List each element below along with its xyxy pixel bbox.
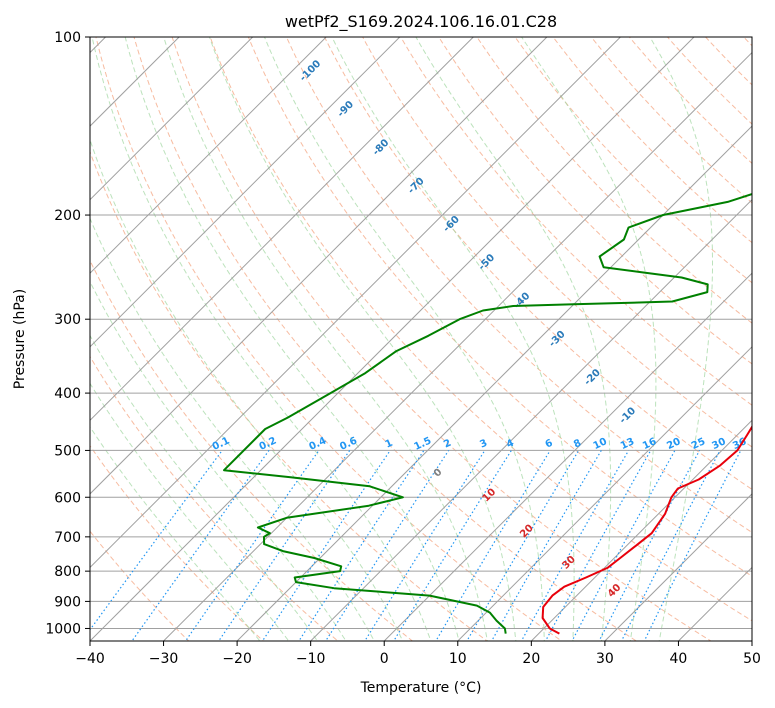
dewpoint-profile — [223, 193, 752, 634]
mixing-ratio-line — [520, 450, 630, 641]
dry-adiabat — [171, 37, 712, 641]
y-tick-label: 500 — [54, 443, 81, 459]
moist-adiabat — [90, 334, 319, 641]
mixing-ratio-line — [620, 450, 721, 641]
mixing-ratio-label: 16 — [641, 436, 658, 452]
isotherm — [90, 37, 695, 641]
x-tick-label: 40 — [670, 651, 688, 667]
mixing-ratio-label: 6 — [544, 438, 555, 451]
dry-adiabat — [438, 37, 752, 365]
isotherm — [90, 37, 327, 274]
y-tick-label: 800 — [54, 564, 81, 580]
dry-adiabat — [400, 37, 752, 406]
dry-adiabat — [362, 37, 752, 448]
mixing-ratio-label: 10 — [592, 436, 609, 452]
isobars — [90, 37, 752, 629]
x-tick-label: −30 — [149, 651, 179, 667]
dry-adiabat — [95, 37, 563, 641]
isotherms — [90, 37, 752, 641]
moist-adiabat — [649, 37, 713, 641]
isotherm — [90, 37, 548, 495]
chart-title: wetPf2_S169.2024.106.16.01.C28 — [285, 12, 557, 32]
x-tick-label: −20 — [222, 651, 252, 667]
isotherm — [530, 419, 752, 641]
x-tick-label: −10 — [296, 651, 326, 667]
mixing-ratio-label: 20 — [665, 436, 682, 452]
dry-adiabat — [209, 37, 752, 622]
mixing-ratio-label: 13 — [619, 436, 636, 452]
y-tick-label: 600 — [54, 490, 81, 506]
x-tick-label: −40 — [75, 651, 105, 667]
mixing-ratio-line — [298, 450, 425, 641]
dry-adiabat — [90, 530, 190, 641]
dry-adiabat — [90, 259, 414, 641]
dry-adiabat — [514, 37, 752, 284]
mixing-ratio-line — [131, 450, 270, 641]
x-tick-label: 20 — [522, 651, 540, 667]
y-tick-label: 100 — [54, 30, 81, 46]
x-tick-label: 30 — [596, 651, 614, 667]
temperature-profile — [541, 425, 752, 635]
dry-adiabat — [133, 37, 638, 641]
mixing-ratio-label: 25 — [690, 436, 707, 452]
isotherm — [90, 37, 621, 569]
mixing-ratio-line — [544, 450, 652, 641]
isotherm — [457, 346, 752, 641]
moist-adiabat — [209, 37, 517, 641]
isotherm — [383, 272, 752, 641]
x-axis-label: Temperature (°C) — [360, 680, 482, 696]
dry-adiabat — [552, 37, 752, 244]
isotherm — [604, 493, 752, 641]
dry-adiabat — [247, 37, 752, 577]
mixing-ratio-line — [466, 450, 580, 641]
mixing-ratio-line — [643, 450, 742, 641]
dry-adiabat — [590, 37, 752, 204]
x-tick-label: 10 — [449, 651, 467, 667]
mixing-ratio-line — [261, 450, 391, 641]
dry-adiabat — [323, 37, 752, 490]
y-tick-label: 1000 — [45, 621, 81, 637]
dry-adiabat — [90, 150, 488, 641]
isotherm — [310, 198, 752, 641]
mixing-ratio-label: 3 — [478, 438, 489, 451]
mixing-ratio-label: 8 — [572, 438, 583, 451]
mixing-ratio-line — [324, 450, 450, 641]
isotherm — [90, 37, 401, 348]
mixing-ratio-line — [435, 450, 551, 641]
plot-area: 0.1 0.2 0.4 0.6 1 1.5 2 3 4 6 8 10 13 16 20 25 30 36 -100… — [90, 37, 752, 641]
dry-adiabat — [285, 37, 752, 534]
mixing-ratio-label: 30 — [710, 436, 727, 452]
x-tick-label: 0 — [380, 651, 389, 667]
y-tick-label: 400 — [54, 386, 81, 402]
y-tick-label: 700 — [54, 530, 81, 546]
y-tick-label: 900 — [54, 594, 81, 610]
dry-adiabats — [90, 37, 752, 641]
mixing-ratio-line — [218, 450, 351, 641]
y-axis-ticks: 1000 900 800 700 600 500 400 300 200 100 — [45, 30, 90, 637]
isotherm — [90, 37, 254, 201]
x-axis-ticks: −40 −30 −20 −10 0 10 20 30 40 50 — [75, 641, 761, 667]
dry-adiabat — [90, 444, 265, 641]
isotherm — [236, 125, 752, 641]
mixing-ratio-label: 2 — [442, 438, 453, 451]
mixing-ratio-label: 1 — [384, 438, 395, 451]
sounding-series — [223, 193, 752, 635]
mixing-ratio-line — [184, 450, 320, 641]
x-tick-label: 50 — [743, 651, 761, 667]
y-tick-label: 300 — [54, 312, 81, 328]
mixing-ratio-label: 4 — [505, 438, 516, 451]
y-tick-label: 200 — [54, 208, 81, 224]
mixing-ratio-line — [90, 450, 223, 631]
moist-adiabat — [90, 217, 375, 641]
mixing-ratio-line — [490, 450, 602, 641]
y-axis-label: Pressure (hPa) — [12, 289, 28, 389]
plot-frame — [89, 36, 753, 642]
isotherm — [90, 37, 474, 422]
